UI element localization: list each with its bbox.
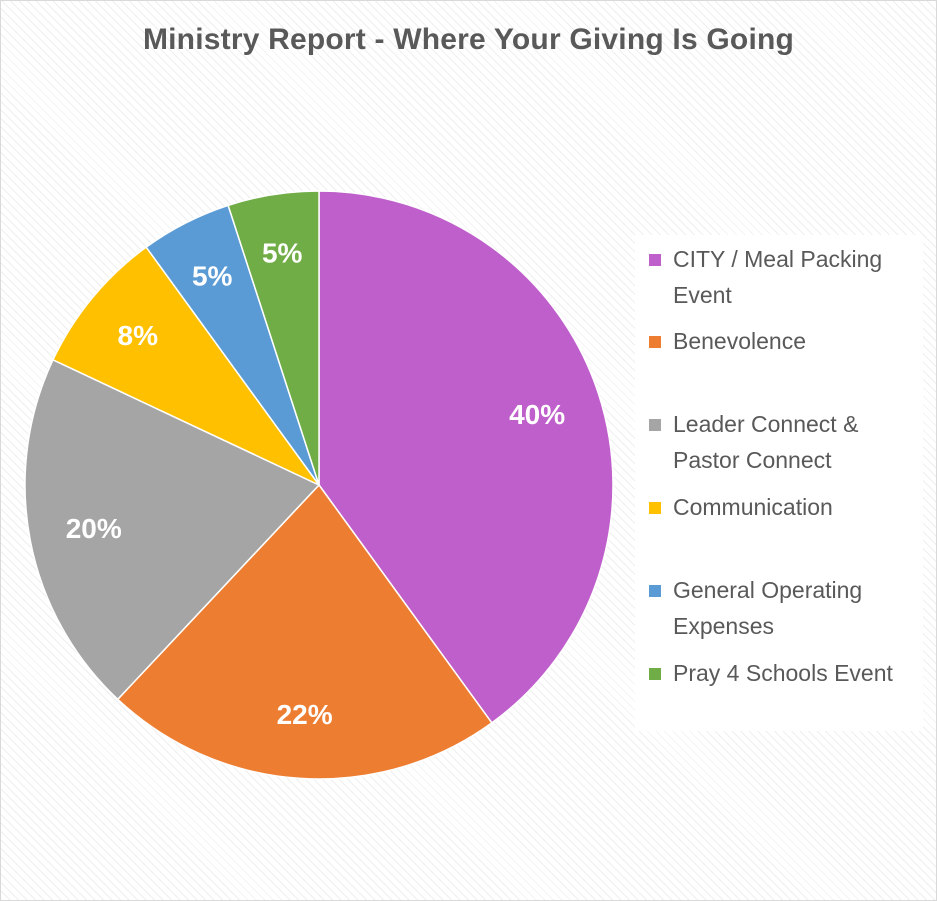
legend-item: Leader Connect & Pastor Connect [649, 406, 919, 478]
chart-title: Ministry Report - Where Your Giving Is G… [142, 23, 795, 56]
data-label: 40% [509, 399, 565, 430]
legend-item: Communication [649, 489, 919, 525]
data-label: 8% [118, 320, 159, 351]
legend-swatch [649, 254, 661, 266]
legend-item: CITY / Meal Packing Event [649, 241, 919, 313]
legend-item: Pray 4 Schools Event [649, 655, 919, 691]
legend-label: Benevolence [673, 328, 806, 354]
legend-item: General Operating Expenses [649, 572, 919, 644]
pie-slice [24, 358, 321, 701]
data-label: 20% [66, 513, 122, 544]
legend-label: Pray 4 Schools Event [673, 660, 893, 686]
legend-swatch [649, 336, 661, 348]
legend-item: Benevolence [649, 323, 919, 359]
data-label: 5% [262, 238, 303, 269]
pie-slice [51, 246, 320, 486]
data-label: 22% [277, 699, 333, 730]
legend-swatch [649, 668, 661, 680]
chart-legend: CITY / Meal Packing Event Benevolence Le… [635, 235, 923, 731]
legend-label: General Operating Expenses [673, 577, 863, 639]
legend-swatch [649, 585, 661, 597]
legend-swatch [649, 419, 661, 431]
legend-label: CITY / Meal Packing Event [673, 246, 883, 308]
legend-label: Communication [673, 494, 833, 520]
pie-slice [318, 190, 614, 724]
pie-slice [227, 190, 320, 486]
data-label: 5% [192, 260, 233, 291]
legend-swatch [649, 502, 661, 514]
legend-label: Leader Connect & Pastor Connect [673, 411, 859, 473]
pie-slice [116, 483, 493, 780]
